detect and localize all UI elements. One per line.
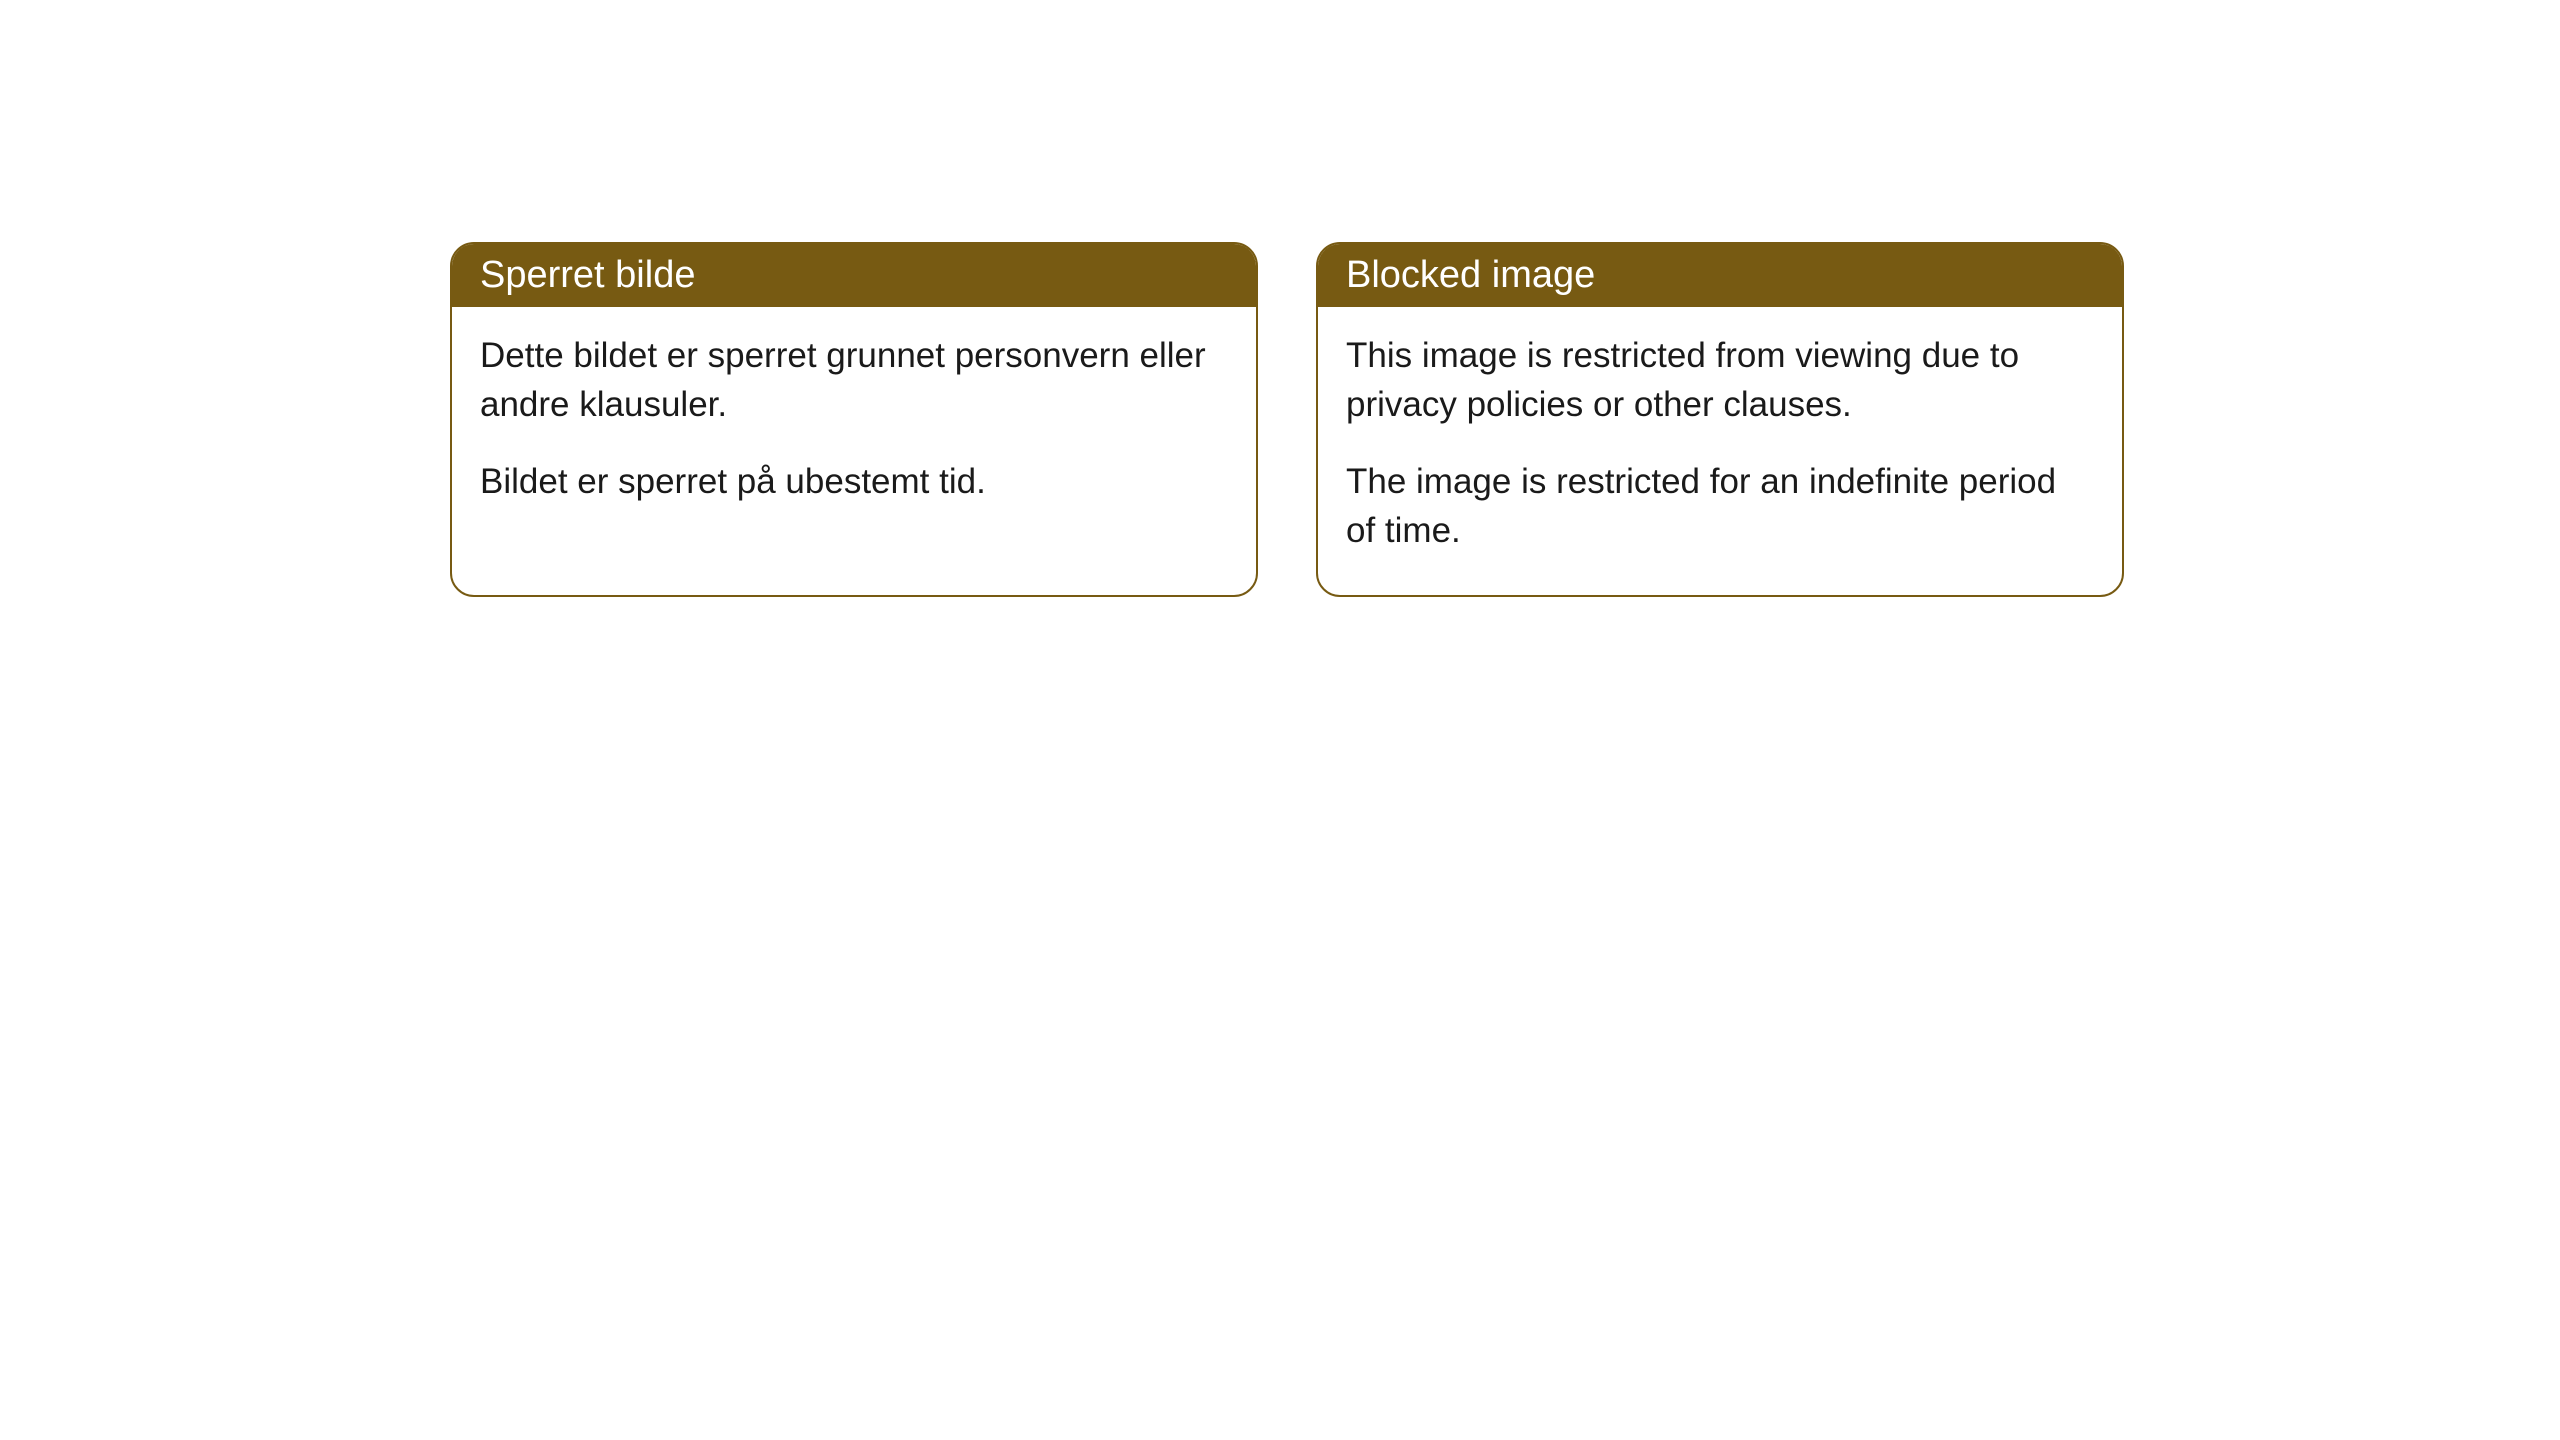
card-body-english: This image is restricted from viewing du… [1318, 307, 2122, 595]
card-title-english: Blocked image [1346, 254, 1595, 296]
card-header-english: Blocked image [1318, 244, 2122, 307]
notice-cards-container: Sperret bilde Dette bildet er sperret gr… [450, 242, 2124, 597]
notice-card-norwegian: Sperret bilde Dette bildet er sperret gr… [450, 242, 1258, 597]
card-header-norwegian: Sperret bilde [452, 244, 1256, 307]
card-body-norwegian: Dette bildet er sperret grunnet personve… [452, 307, 1256, 546]
notice-card-english: Blocked image This image is restricted f… [1316, 242, 2124, 597]
card-text-english-1: This image is restricted from viewing du… [1346, 331, 2094, 429]
card-text-norwegian-2: Bildet er sperret på ubestemt tid. [480, 457, 1228, 506]
card-text-norwegian-1: Dette bildet er sperret grunnet personve… [480, 331, 1228, 429]
card-text-english-2: The image is restricted for an indefinit… [1346, 457, 2094, 555]
card-title-norwegian: Sperret bilde [480, 254, 695, 296]
